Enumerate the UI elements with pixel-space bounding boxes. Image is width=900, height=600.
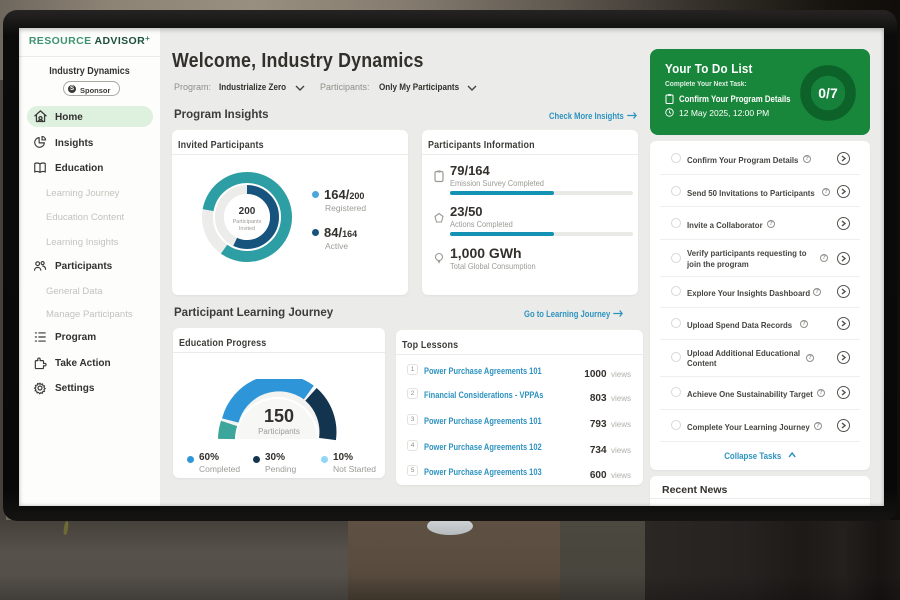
svg-text:0/7: 0/7 xyxy=(818,85,838,101)
svg-text:200: 200 xyxy=(239,206,256,217)
svg-text:Invited: Invited xyxy=(239,226,255,232)
svg-text:Participants: Participants xyxy=(233,219,262,225)
